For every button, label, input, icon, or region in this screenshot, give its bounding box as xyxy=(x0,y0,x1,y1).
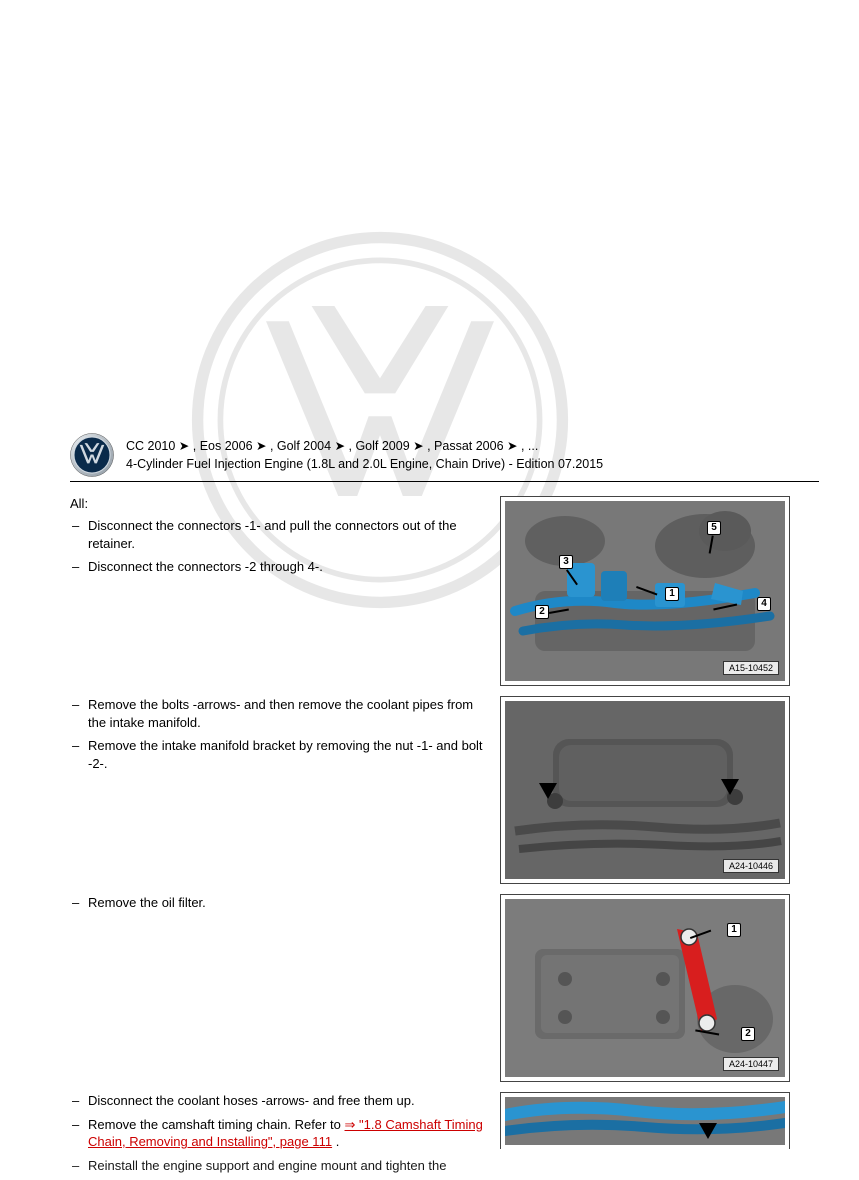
callout-3: 3 xyxy=(559,555,573,569)
engine-illustration-4 xyxy=(505,1097,785,1145)
header-doc-line: 4-Cylinder Fuel Injection Engine (1.8L a… xyxy=(126,455,603,473)
step-item: – Remove the camshaft timing chain. Refe… xyxy=(70,1116,490,1151)
figure-3: 1 2 A24-10447 xyxy=(500,894,790,1082)
header-models-line: CC 2010 ➤ , Eos 2006 ➤ , Golf 2004 ➤ , G… xyxy=(126,437,603,455)
figure-tag: A24-10447 xyxy=(723,1057,779,1071)
step-text: Remove the bolts -arrows- and then remov… xyxy=(88,696,490,731)
engine-illustration-3 xyxy=(505,899,785,1077)
callout-1: 1 xyxy=(665,587,679,601)
step-text: Remove the camshaft timing chain. Refer … xyxy=(88,1116,490,1151)
figure-4 xyxy=(500,1092,790,1149)
arrow-icon xyxy=(721,779,739,795)
bullet-dash-icon: – xyxy=(70,894,88,912)
bullet-dash-icon: – xyxy=(70,558,88,576)
figure-tag: A24-10446 xyxy=(723,859,779,873)
arrow-icon xyxy=(699,1123,717,1139)
callout-2: 2 xyxy=(535,605,549,619)
bullet-dash-icon: – xyxy=(70,1116,88,1151)
step-text-post: . xyxy=(332,1134,339,1149)
callout-4: 4 xyxy=(757,597,771,611)
step-item: – Remove the intake manifold bracket by … xyxy=(70,737,490,772)
figure-2: A24-10446 xyxy=(500,696,790,884)
bullet-dash-icon: – xyxy=(70,1092,88,1110)
step-text: Disconnect the connectors -2 through 4-. xyxy=(88,558,490,576)
callout-1: 1 xyxy=(727,923,741,937)
arrow-icon xyxy=(539,783,557,799)
document-header: CC 2010 ➤ , Eos 2006 ➤ , Golf 2004 ➤ , G… xyxy=(70,433,819,482)
section-label: All: xyxy=(70,496,490,511)
bullet-dash-icon: – xyxy=(70,517,88,552)
bullet-dash-icon: – xyxy=(70,737,88,772)
step-text-pre: Remove the camshaft timing chain. Refer … xyxy=(88,1117,345,1132)
figure-tag: A15-10452 xyxy=(723,661,779,675)
step-item: – Remove the bolts -arrows- and then rem… xyxy=(70,696,490,731)
callout-2: 2 xyxy=(741,1027,755,1041)
step-text: Remove the oil filter. xyxy=(88,894,490,912)
step-text: Disconnect the coolant hoses -arrows- an… xyxy=(88,1092,490,1110)
callout-5: 5 xyxy=(707,521,721,535)
step-item: – Disconnect the connectors -1- and pull… xyxy=(70,517,490,552)
figure-1: 1 2 3 4 5 A15-10452 xyxy=(500,496,790,686)
vw-logo-icon xyxy=(70,433,114,477)
step-item: – Reinstall the engine support and engin… xyxy=(70,1157,490,1175)
bullet-dash-icon: – xyxy=(70,1157,88,1175)
bullet-dash-icon: – xyxy=(70,696,88,731)
step-text: Reinstall the engine support and engine … xyxy=(88,1157,490,1175)
step-text: Disconnect the connectors -1- and pull t… xyxy=(88,517,490,552)
step-item: – Disconnect the connectors -2 through 4… xyxy=(70,558,490,576)
step-item: – Remove the oil filter. xyxy=(70,894,490,912)
step-item: – Disconnect the coolant hoses -arrows- … xyxy=(70,1092,490,1110)
step-text: Remove the intake manifold bracket by re… xyxy=(88,737,490,772)
